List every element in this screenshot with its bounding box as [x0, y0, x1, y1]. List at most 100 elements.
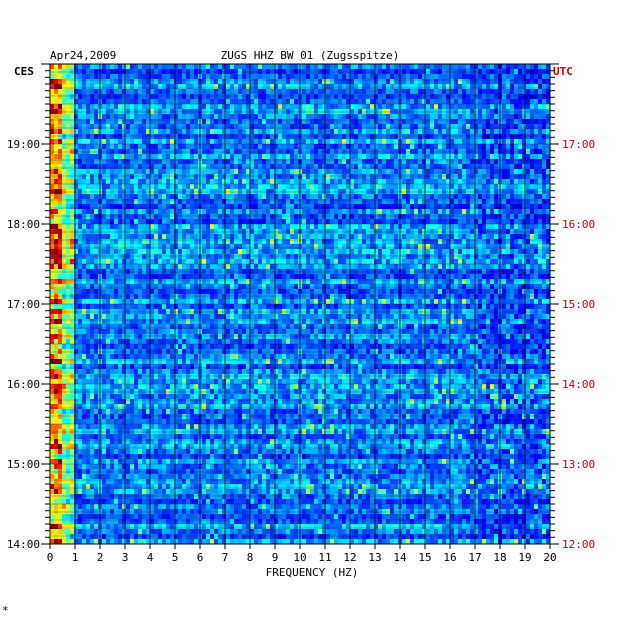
spectrogram-cell: [134, 204, 139, 210]
spectrogram-cell: [262, 204, 267, 210]
spectrogram-cell: [230, 139, 235, 145]
spectrogram-cell: [50, 174, 55, 180]
spectrogram-cell: [478, 154, 483, 160]
spectrogram-cell: [482, 184, 487, 190]
spectrogram-cell: [546, 199, 550, 205]
spectrogram-cell: [282, 239, 287, 245]
spectrogram-cell: [350, 254, 355, 260]
spectrogram-cell: [434, 254, 439, 260]
spectrogram-cell: [378, 254, 383, 260]
spectrogram-cell: [82, 99, 87, 105]
spectrogram-cell: [250, 244, 255, 250]
spectrogram-cell: [502, 104, 507, 110]
spectrogram-cell: [314, 104, 319, 110]
spectrogram-cell: [510, 129, 515, 135]
spectrogram-cell: [302, 239, 307, 245]
spectrogram-cell: [482, 114, 487, 120]
spectrogram-cell: [294, 209, 299, 215]
spectrogram-cell: [86, 259, 91, 265]
spectrogram-cell: [342, 114, 347, 120]
spectrogram-cell: [290, 89, 295, 95]
spectrogram-cell: [354, 204, 359, 210]
spectrogram-cell: [94, 229, 99, 235]
spectrogram-cell: [474, 259, 479, 265]
spectrogram-cell: [262, 124, 267, 130]
spectrogram-cell: [494, 199, 499, 205]
spectrogram-cell: [314, 159, 319, 165]
spectrogram-cell: [166, 214, 171, 220]
spectrogram-cell: [78, 239, 83, 245]
spectrogram-cell: [534, 254, 539, 260]
spectrogram-cell: [314, 179, 319, 185]
spectrogram-cell: [338, 224, 343, 230]
spectrogram-cell: [358, 204, 363, 210]
spectrogram-cell: [218, 74, 223, 80]
spectrogram-cell: [350, 209, 355, 215]
spectrogram-cell: [82, 249, 87, 255]
spectrogram-cell: [246, 69, 251, 75]
spectrogram-cell: [518, 69, 523, 75]
spectrogram-cell: [238, 114, 243, 120]
spectrogram-cell: [234, 134, 239, 140]
spectrogram-cell: [354, 194, 359, 200]
spectrogram-cell: [162, 124, 167, 130]
spectrogram-cell: [378, 74, 383, 80]
spectrogram-cell: [270, 184, 275, 190]
spectrogram-cell: [138, 259, 143, 265]
spectrogram-cell: [222, 199, 227, 205]
spectrogram-cell: [202, 144, 207, 150]
spectrogram-cell: [470, 209, 475, 215]
spectrogram-cell: [458, 114, 463, 120]
spectrogram-cell: [138, 74, 143, 80]
spectrogram-cell: [234, 229, 239, 235]
spectrogram-cell: [418, 224, 423, 230]
spectrogram-cell: [426, 84, 431, 90]
spectrogram-cell: [258, 244, 263, 250]
spectrogram-cell: [122, 119, 127, 125]
spectrogram-cell: [202, 134, 207, 140]
spectrogram-cell: [166, 239, 171, 245]
spectrogram-cell: [282, 104, 287, 110]
spectrogram-cell: [186, 139, 191, 145]
spectrogram-cell: [294, 144, 299, 150]
spectrogram-cell: [214, 64, 219, 70]
spectrogram-cell: [394, 99, 399, 105]
spectrogram-cell: [422, 199, 427, 205]
spectrogram-cell: [122, 189, 127, 195]
spectrogram-cell: [274, 94, 279, 100]
spectrogram-cell: [246, 84, 251, 90]
spectrogram-cell: [334, 149, 339, 155]
spectrogram-cell: [370, 219, 375, 225]
spectrogram-cell: [522, 64, 527, 70]
spectrogram-cell: [110, 149, 115, 155]
spectrogram-cell: [442, 124, 447, 130]
spectrogram-cell: [358, 144, 363, 150]
spectrogram-cell: [130, 94, 135, 100]
spectrogram-cell: [50, 69, 55, 75]
spectrogram-cell: [402, 234, 407, 240]
spectrogram-cell: [158, 139, 163, 145]
spectrogram-cell: [502, 84, 507, 90]
spectrogram-cell: [386, 244, 391, 250]
spectrogram-cell: [270, 179, 275, 185]
spectrogram-cell: [210, 224, 215, 230]
spectrogram-cell: [338, 119, 343, 125]
spectrogram-cell: [230, 74, 235, 80]
spectrogram-cell: [506, 124, 511, 130]
spectrogram-cell: [510, 149, 515, 155]
spectrogram-cell: [62, 119, 67, 125]
spectrogram-cell: [230, 69, 235, 75]
spectrogram-cell: [410, 214, 415, 220]
spectrogram-cell: [486, 194, 491, 200]
spectrogram-cell: [302, 214, 307, 220]
spectrogram-cell: [366, 224, 371, 230]
spectrogram-cell: [114, 149, 119, 155]
spectrogram-cell: [182, 89, 187, 95]
spectrogram-cell: [274, 174, 279, 180]
spectrogram-cell: [486, 159, 491, 165]
spectrogram-cell: [166, 184, 171, 190]
spectrogram-cell: [502, 129, 507, 135]
spectrogram-cell: [546, 64, 550, 70]
spectrogram-cell: [62, 64, 67, 70]
spectrogram-cell: [278, 254, 283, 260]
